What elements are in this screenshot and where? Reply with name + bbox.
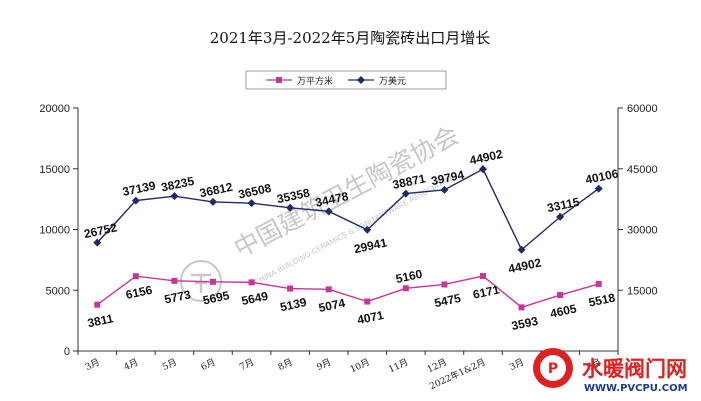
site-logo-name: 水暖阀门网 xyxy=(582,357,687,381)
series-1-data-label: 5139 xyxy=(279,295,308,314)
x-tick-label: 7月 xyxy=(238,357,256,373)
axes: 0 5000 10000 15000 20000 15000 30000 45000 60000… xyxy=(39,103,657,392)
series-2-data-label: 34478 xyxy=(314,189,350,210)
x-tick-label: 8月 xyxy=(276,357,294,373)
series-1-data-label: 5695 xyxy=(202,288,231,307)
series-1-data-label: 4071 xyxy=(356,308,385,327)
series-2-point xyxy=(209,197,217,206)
series-2-point xyxy=(517,245,526,254)
series-2-data-label: 38235 xyxy=(160,174,196,195)
series-1-point xyxy=(595,280,602,287)
x-tick-label: 11月 xyxy=(387,357,410,376)
legend-label-series-1: 万平方米 xyxy=(297,75,333,87)
series-1-data-label: 5518 xyxy=(587,290,616,309)
series-2-point xyxy=(170,192,179,201)
series-2-data-label: 38871 xyxy=(391,171,427,192)
series-2-point xyxy=(479,165,487,174)
y-left-tick-label: 0 xyxy=(64,346,70,358)
y-left-tick-label: 10000 xyxy=(39,225,70,237)
x-tick-label: 10月 xyxy=(348,357,371,376)
svg-text:P: P xyxy=(548,361,558,377)
series-1-point xyxy=(518,304,525,311)
series-2-data-label: 40106 xyxy=(584,166,620,187)
series-2-point xyxy=(594,184,603,193)
series-1-data-label: 6156 xyxy=(125,283,154,302)
series-2-data-label: 36508 xyxy=(237,181,273,202)
series-1-point xyxy=(132,273,139,280)
series-1-data-label: 3811 xyxy=(86,311,115,330)
series-2-point xyxy=(247,199,256,208)
watermark-seal-glyph xyxy=(191,273,211,293)
series-1-point xyxy=(94,301,101,308)
y-left-tick-label: 5000 xyxy=(46,285,70,297)
x-tick-label: 4月 xyxy=(122,357,140,373)
series-1-point xyxy=(287,285,294,292)
series-1-data-label: 4605 xyxy=(549,301,578,320)
x-tick-label: 6月 xyxy=(199,357,217,373)
y-right-tick-label: 15000 xyxy=(627,285,658,297)
series-1-point xyxy=(402,285,409,292)
y-right-tick-label: 45000 xyxy=(627,164,658,176)
series-2-point xyxy=(93,238,102,247)
series-2-data-label: 26752 xyxy=(83,220,119,241)
series-2-data-label: 36812 xyxy=(198,180,234,201)
series-1-data-label: 5475 xyxy=(433,291,462,310)
series-1-data-label: 6171 xyxy=(472,282,501,301)
series-1-point xyxy=(557,292,564,299)
series-2-data-label: 35358 xyxy=(276,186,312,207)
series-2-point xyxy=(324,207,333,216)
series-2-point xyxy=(131,196,140,205)
legend-marker-series-2 xyxy=(357,76,365,84)
site-logo: P 水暖阀门网 WWW.PVCPU.COM xyxy=(533,348,688,394)
series-1-point xyxy=(480,273,486,280)
y-left-tick-label: 15000 xyxy=(39,164,70,176)
legend-box xyxy=(245,70,447,90)
y-left-tick-label: 20000 xyxy=(39,103,70,115)
series-2-group xyxy=(93,165,603,254)
series-2-point xyxy=(286,203,295,212)
y-right-tick-label: 30000 xyxy=(627,225,658,237)
y-right-tick-label: 60000 xyxy=(627,103,658,115)
series-1-data-label: 5649 xyxy=(240,289,269,308)
series-2-data-label: 39794 xyxy=(430,168,466,189)
chart-title: 2021年3月-2022年5月陶瓷砖出口月增长 xyxy=(210,29,491,47)
series-2-point xyxy=(440,185,449,194)
legend: 万平方米 万美元 xyxy=(245,70,447,90)
series-1-point xyxy=(325,286,332,293)
x-tick-label: 3月 xyxy=(508,357,526,373)
series-2-data-label: 29941 xyxy=(353,235,389,256)
series-1-data-label: 5160 xyxy=(395,267,424,286)
x-tick-label: 5月 xyxy=(161,357,179,373)
legend-label-series-2: 万美元 xyxy=(379,75,406,87)
series-2-data-label: 44902 xyxy=(507,255,543,276)
series-2-point xyxy=(363,225,372,234)
series-2-point xyxy=(556,212,565,221)
series-1-point xyxy=(364,298,371,305)
x-tick-label: 9月 xyxy=(315,357,333,373)
series-2-data-label: 33115 xyxy=(546,195,581,216)
series-1-data-label: 5773 xyxy=(163,287,192,306)
series-2-data-label: 37139 xyxy=(121,178,157,199)
x-tick-label: 3月 xyxy=(84,357,102,373)
site-logo-url: WWW.PVCPU.COM xyxy=(584,383,688,394)
series-2-line xyxy=(96,168,600,251)
series-2-data-label: 44902 xyxy=(468,147,504,168)
legend-marker-series-1 xyxy=(276,77,282,83)
series-1-point xyxy=(171,277,178,284)
x-tick-label: 12月 xyxy=(426,357,449,376)
series-1-labels: 3811 6156 5773 5695 5649 5139 5074 4071 5160 5475… xyxy=(86,267,616,333)
series-1-point xyxy=(210,278,216,285)
series-1-point xyxy=(248,279,255,286)
series-1-data-label: 5074 xyxy=(317,296,346,315)
series-1-group xyxy=(94,273,602,311)
series-1-point xyxy=(441,281,448,288)
series-1-data-label: 3593 xyxy=(510,314,539,333)
series-1-line xyxy=(96,275,599,309)
series-2-point xyxy=(401,189,410,198)
